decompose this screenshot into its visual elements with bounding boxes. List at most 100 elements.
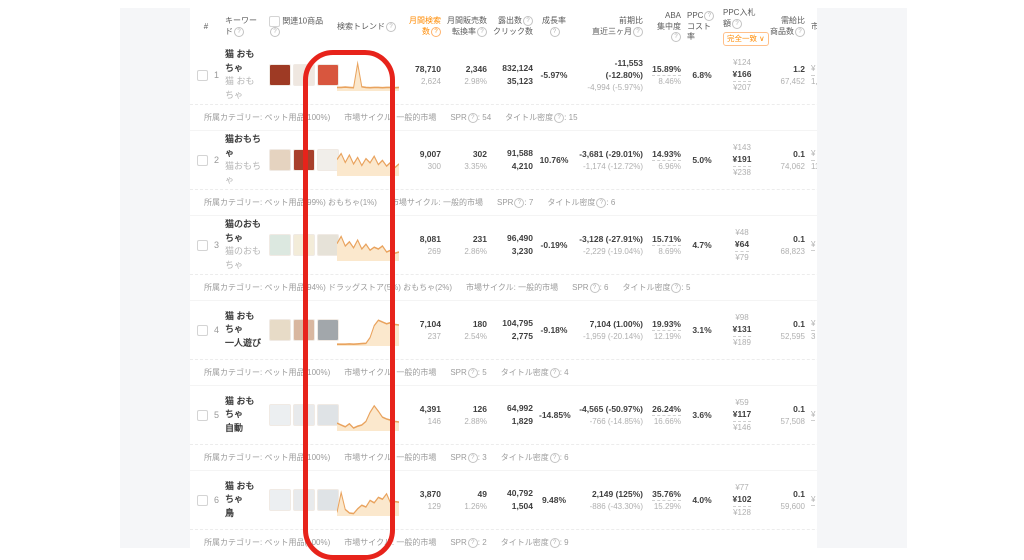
info-icon[interactable] — [467, 367, 478, 378]
spr-label: SPR — [450, 112, 467, 122]
monthly-sales-cvr-cell: 2,346 2.98% — [464, 64, 487, 86]
trend-sparkline-chart — [337, 152, 399, 176]
ppc-cost-rate-cell: 3.6% — [692, 409, 712, 420]
header-ppc-cost-rate: PPCコスト率 — [684, 10, 720, 43]
keyword-subtext[interactable]: 猫おもちゃ — [225, 161, 262, 185]
product-thumbnail[interactable] — [269, 64, 291, 86]
keyword-cell[interactable]: 猫 おもちゃ 自動 — [222, 395, 266, 436]
exact-match-dropdown[interactable]: 完全一致 ∨ — [723, 31, 769, 46]
info-icon[interactable] — [633, 27, 643, 37]
keyword-text[interactable]: 猫 おもちゃ — [225, 49, 255, 73]
keyword-subtext[interactable]: 自動 — [225, 422, 244, 433]
info-icon[interactable] — [386, 21, 396, 32]
info-icon[interactable] — [514, 197, 525, 208]
info-icon[interactable] — [671, 32, 681, 43]
keyword-subtext[interactable]: 鳥 — [225, 507, 235, 518]
info-icon[interactable] — [549, 27, 560, 37]
keyword-text[interactable]: 猫 おもちゃ — [225, 395, 255, 420]
info-icon[interactable] — [477, 27, 487, 37]
category-label: 所属カテゴリー: — [204, 368, 263, 377]
aba-concentration-cell: 14.93% 6.96% — [652, 148, 681, 171]
row-checkbox[interactable] — [197, 494, 208, 506]
monthly-sales-cvr-cell: 180 2.54% — [464, 319, 487, 341]
info-icon[interactable] — [795, 27, 805, 37]
title-density-label: タイトル密度 — [622, 283, 671, 292]
info-icon[interactable] — [732, 18, 742, 29]
product-thumbnail[interactable] — [317, 404, 339, 426]
market-cell: ¥ — [808, 239, 817, 252]
keyword-text[interactable]: 猫 おもちゃ — [225, 480, 255, 505]
period-compare-cell: -3,128 (-27.91%) -2,229 (-19.04%) — [579, 234, 643, 256]
category-values: ペット用品(100%) — [264, 538, 331, 547]
product-thumbnail[interactable] — [317, 319, 339, 341]
title-density-value: 6 — [564, 453, 569, 462]
info-icon[interactable] — [523, 16, 533, 27]
info-icon[interactable] — [589, 282, 600, 293]
info-icon[interactable] — [467, 452, 478, 463]
market-cell: ¥ 3 — [811, 319, 816, 341]
info-icon[interactable] — [549, 453, 560, 463]
related-products-cell — [266, 489, 339, 511]
table-row: 3 猫のおもちゃ 猫のおもちゃ 8,08 — [190, 216, 817, 274]
product-thumbnail[interactable] — [317, 489, 339, 511]
keyword-text[interactable]: 猫 おもちゃ — [225, 310, 255, 335]
supply-demand-ratio-cell: 0.1 74,062 — [780, 149, 805, 171]
market-cycle-value: 一般的市場 — [396, 368, 437, 377]
product-thumbnail[interactable] — [293, 149, 315, 171]
product-thumbnail[interactable] — [293, 234, 315, 256]
impressions-clicks-cell: 832,124 35,123 — [502, 63, 533, 86]
product-thumbnail[interactable] — [269, 489, 291, 511]
product-thumbnail[interactable] — [293, 64, 315, 86]
header-supply-demand-ratio: 需給比 商品数 — [764, 16, 808, 38]
monthly-sales-cvr-cell: 302 3.35% — [464, 149, 487, 171]
product-thumbnail[interactable] — [317, 64, 339, 86]
keyword-text[interactable]: 猫のおもちゃ — [225, 219, 262, 243]
category-label: 所属カテゴリー: — [204, 453, 263, 462]
search-volume: 9,007 — [419, 149, 441, 160]
keyword-cell[interactable]: 猫 おもちゃ 猫 おもちゃ — [222, 48, 266, 102]
header-monthly-searches[interactable]: 月間検索数 — [402, 16, 444, 38]
related-products-cell — [266, 404, 339, 426]
product-thumbnail[interactable] — [269, 234, 291, 256]
info-icon[interactable] — [270, 27, 280, 38]
header-search-trend: 検索トレンド — [334, 21, 402, 33]
info-icon[interactable] — [467, 537, 478, 548]
keyword-subtext[interactable]: 一人遊び — [225, 337, 262, 348]
keyword-subtext[interactable]: 猫 おもちゃ — [225, 76, 255, 100]
table-body: 1 猫 おもちゃ 猫 おもちゃ 78,7 — [190, 46, 817, 548]
keyword-cell[interactable]: 猫 おもちゃ 鳥 — [222, 480, 266, 521]
select-all-products-checkbox[interactable] — [269, 15, 280, 27]
info-icon[interactable] — [549, 368, 560, 378]
product-thumbnail[interactable] — [269, 319, 291, 341]
keyword-cell[interactable]: 猫のおもちゃ 猫のおもちゃ — [222, 218, 266, 272]
row-checkbox[interactable] — [197, 409, 208, 421]
category-subrow: 所属カテゴリー: ペット用品(94%) ドラッグストア(5%) おもちゃ(2%)… — [190, 274, 817, 300]
row-checkbox[interactable] — [197, 239, 208, 251]
info-icon[interactable] — [704, 10, 715, 21]
keyword-text[interactable]: 猫おもちゃ — [225, 134, 262, 158]
info-icon[interactable] — [431, 27, 441, 37]
row-checkbox[interactable] — [197, 69, 208, 81]
header-monthly-sales-cvr: 月間販売数 転換率 — [444, 16, 490, 38]
product-thumbnail[interactable] — [269, 149, 291, 171]
trend-cell — [334, 57, 402, 93]
keyword-cell[interactable]: 猫 おもちゃ 一人遊び — [222, 310, 266, 351]
row-checkbox[interactable] — [197, 324, 208, 336]
product-thumbnail[interactable] — [293, 489, 315, 511]
row-checkbox[interactable] — [197, 154, 208, 166]
info-icon[interactable] — [596, 198, 607, 208]
title-density-label: タイトル密度 — [500, 453, 549, 462]
info-icon[interactable] — [467, 112, 478, 123]
product-thumbnail[interactable] — [293, 404, 315, 426]
selection-cell: 5 — [190, 409, 222, 421]
keyword-subtext[interactable]: 猫のおもちゃ — [225, 246, 262, 270]
info-icon[interactable] — [554, 113, 565, 123]
product-thumbnail[interactable] — [293, 319, 315, 341]
product-thumbnail[interactable] — [269, 404, 291, 426]
keyword-cell[interactable]: 猫おもちゃ 猫おもちゃ — [222, 133, 266, 187]
info-icon[interactable] — [671, 283, 682, 293]
aba-concentration-cell: 15.71% 8.69% — [652, 233, 681, 256]
info-icon[interactable] — [549, 538, 560, 548]
info-icon[interactable] — [234, 27, 244, 37]
